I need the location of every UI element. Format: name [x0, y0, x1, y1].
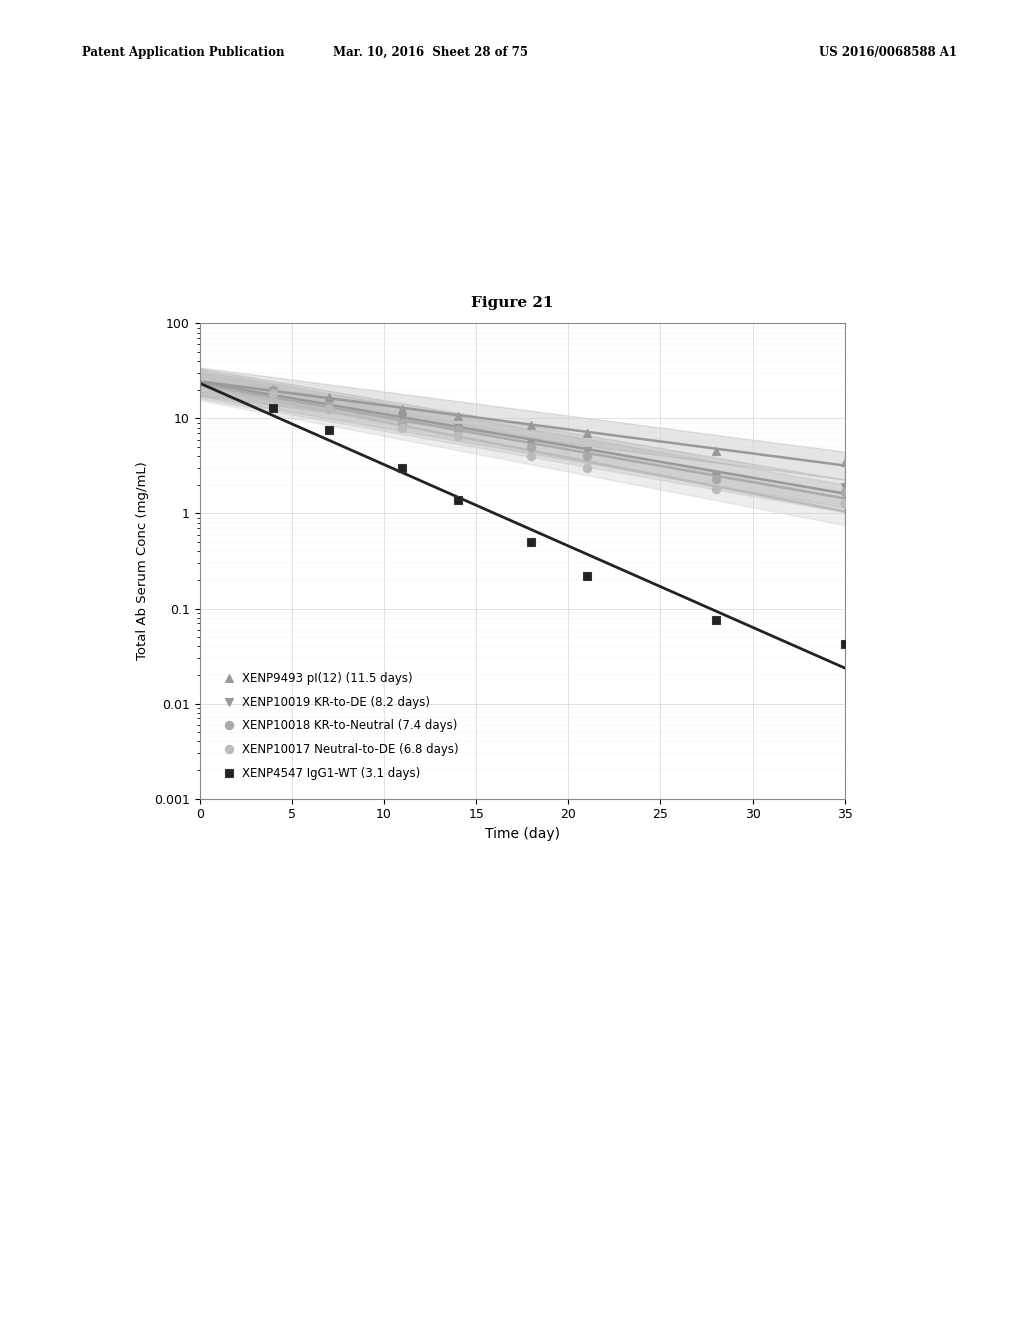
Legend: XENP9493 pI(12) (11.5 days), XENP10019 KR-to-DE (8.2 days), XENP10018 KR-to-Neut: XENP9493 pI(12) (11.5 days), XENP10019 K…	[218, 669, 462, 783]
Text: US 2016/0068588 A1: US 2016/0068588 A1	[819, 46, 957, 59]
Text: Mar. 10, 2016  Sheet 28 of 75: Mar. 10, 2016 Sheet 28 of 75	[333, 46, 527, 59]
Y-axis label: Total Ab Serum Conc (mg/mL): Total Ab Serum Conc (mg/mL)	[135, 462, 148, 660]
Text: Figure 21: Figure 21	[471, 296, 553, 310]
Text: Patent Application Publication: Patent Application Publication	[82, 46, 285, 59]
X-axis label: Time (day): Time (day)	[484, 826, 560, 841]
